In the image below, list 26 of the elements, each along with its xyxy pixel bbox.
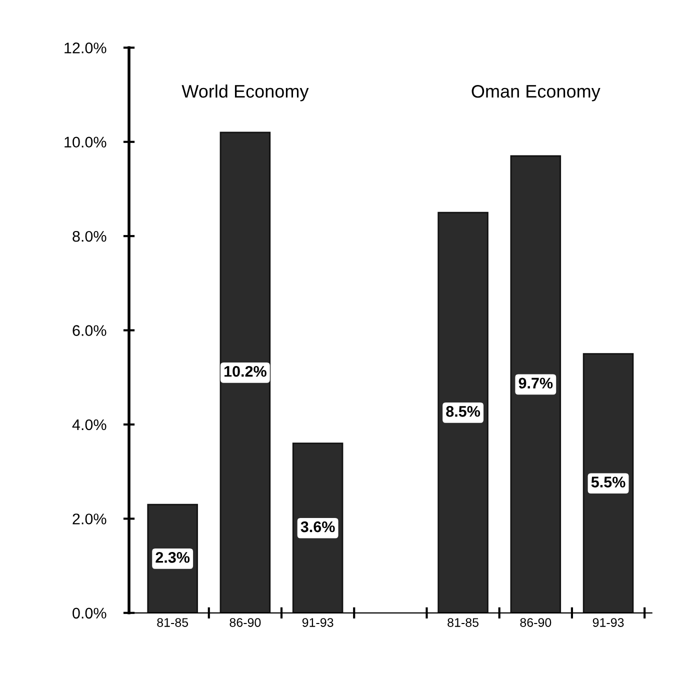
- y-tick-label: 10.0%: [64, 136, 106, 148]
- bar: [220, 132, 271, 613]
- x-tick-label: 91-93: [302, 618, 334, 627]
- y-tick-label: 8.0%: [72, 230, 106, 242]
- x-tick-label: 81-85: [157, 618, 188, 627]
- y-tick-label: 2.0%: [72, 514, 106, 524]
- y-tick-label: 0.0%: [72, 608, 106, 619]
- bar: [438, 212, 488, 613]
- x-tick-label: 91-93: [592, 618, 624, 627]
- data-label: 3.6%: [300, 521, 335, 532]
- data-label: 2.3%: [156, 552, 190, 563]
- data-label: 8.5%: [446, 406, 480, 417]
- bar: [510, 155, 562, 613]
- data-label: 9.7%: [518, 378, 553, 389]
- data-label: 10.2%: [224, 366, 266, 377]
- annotation: World Economy: [182, 84, 309, 102]
- x-tick-label: 86-90: [230, 618, 261, 627]
- annotation: Oman Economy: [472, 84, 600, 102]
- bar: [292, 442, 344, 613]
- y-tick-label: 6.0%: [72, 325, 106, 336]
- x-tick-label: 86-90: [520, 618, 552, 627]
- y-tick-label: 12.0%: [64, 42, 106, 54]
- y-tick-label: 4.0%: [72, 419, 106, 430]
- x-tick-label: 81-85: [448, 618, 479, 627]
- data-label: 5.5%: [591, 476, 626, 488]
- bar: [582, 353, 634, 613]
